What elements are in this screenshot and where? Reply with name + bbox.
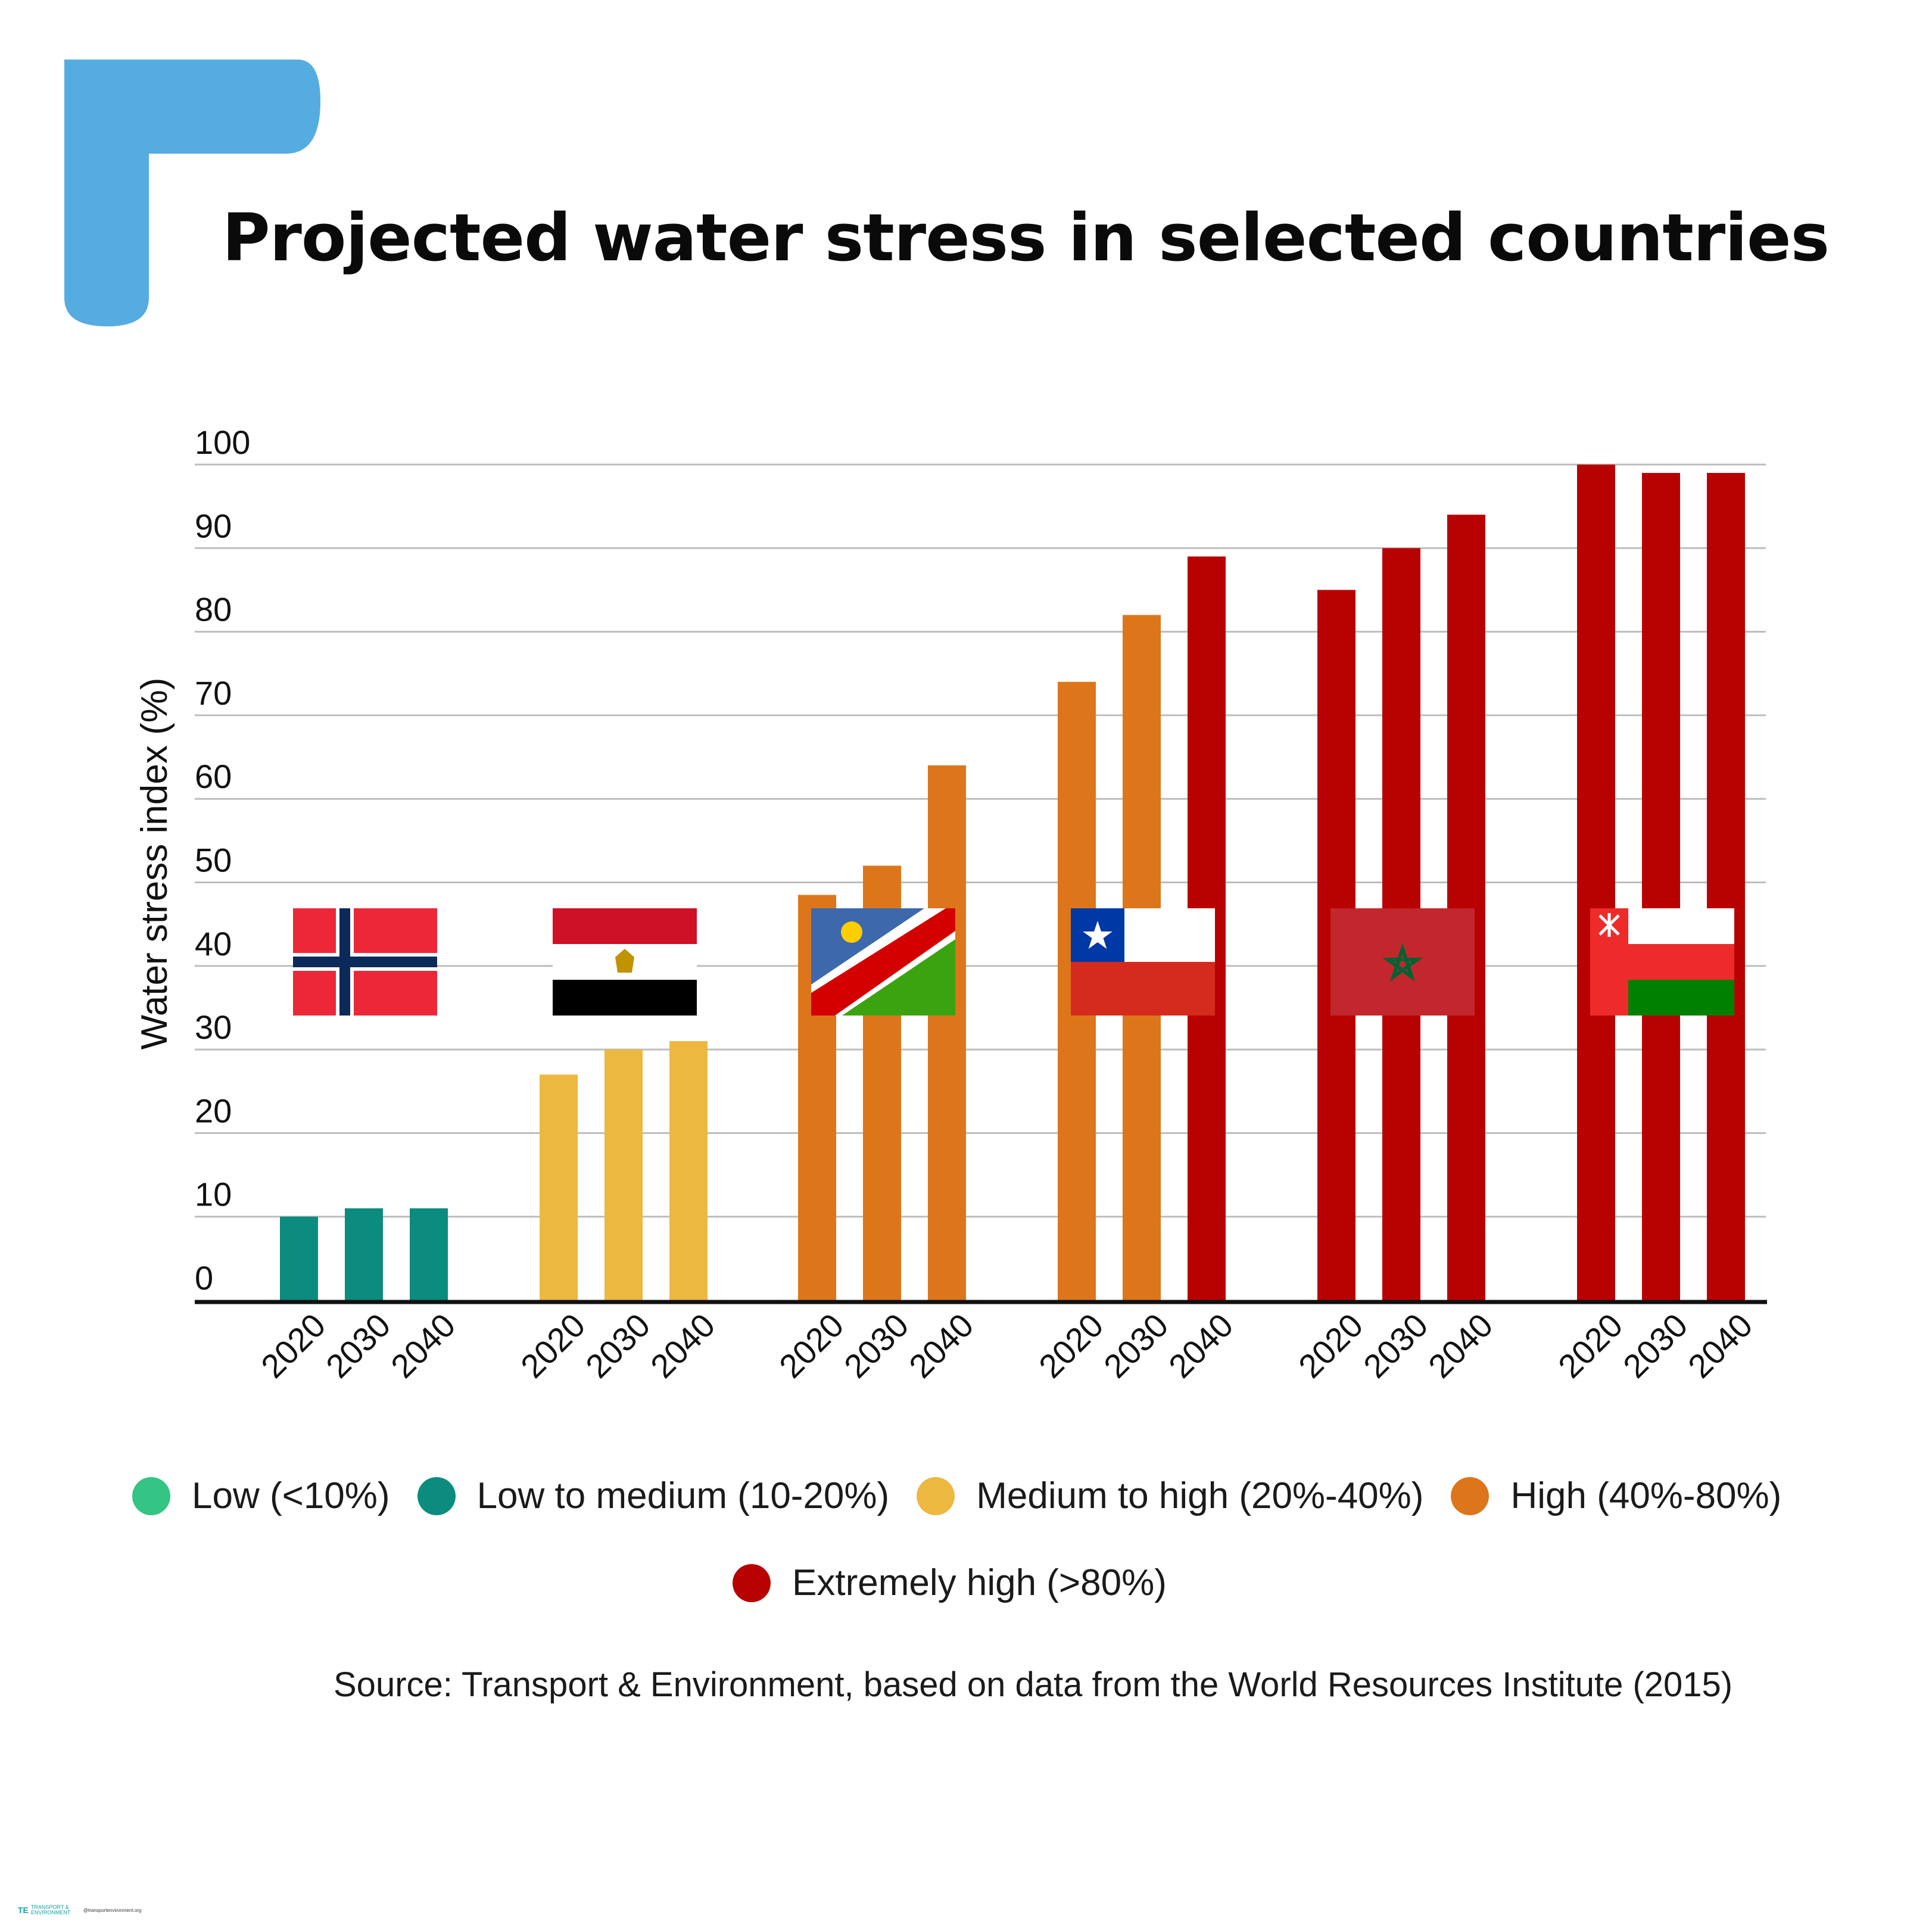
y-tick-label: 20 [195,1092,232,1129]
y-tick-label: 30 [195,1008,232,1046]
brand-name: TRANSPORT & ENVIRONMENT [30,1904,71,1915]
y-tick-label: 50 [195,842,232,879]
legend-dot-low [132,1477,170,1515]
legend-item-medium-to-high: Medium to high (20%-40%) [917,1475,1423,1517]
x-tick-label: 2030 [578,1306,657,1385]
legend-item-low: Low (<10%) [132,1475,390,1517]
norway-flag-icon [293,908,437,1016]
y-tick-label: 100 [195,423,250,461]
footer-brand: TE TRANSPORT & ENVIRONMENT @transportenv… [18,1905,141,1915]
legend-item-high: High (40%-80%) [1451,1475,1781,1517]
bar [1707,473,1745,1300]
bars [280,465,1745,1301]
x-tick-label: 2020 [1551,1306,1630,1385]
x-tick-label: 2040 [384,1306,463,1385]
x-tick-label: 2040 [1681,1306,1760,1385]
flag-blue-triangle [811,908,924,985]
y-tick-label: 60 [195,758,232,795]
brand-corner-icon [64,60,320,326]
brand-logo: TE [18,1905,29,1915]
legend-label: Extremely high (>80%) [792,1562,1167,1603]
x-tick-label: 2030 [1616,1306,1695,1385]
legend-label: High (40%-80%) [1510,1475,1782,1516]
oman-flag-icon [1590,908,1734,1016]
bar [604,1049,643,1300]
pentagram-icon [1382,943,1423,982]
sun-icon [841,921,862,943]
x-tick-label: 2020 [254,1306,333,1385]
x-tick-label: 2020 [772,1306,851,1385]
x-tick-label: 2030 [1096,1306,1176,1385]
gridlines [195,463,1766,1218]
legend-item-extremely-high: Extremely high (>80%) [733,1562,1167,1604]
emblem-icon [1598,913,1620,937]
morocco-flag-icon [1330,908,1475,1016]
legend-second-row: Extremely high (>80%) [733,1562,1167,1604]
y-axis-ticks: 0 10 20 30 40 50 60 70 80 90 100 [195,423,250,1297]
flag-stripe-green [1628,980,1734,1016]
y-tick-label: 10 [195,1176,232,1213]
bar [410,1208,448,1300]
x-tick-label: 2030 [319,1306,398,1385]
x-tick-label: 2020 [513,1306,593,1385]
egypt-flag-icon [553,908,697,1016]
flag-stripe-red [553,908,697,944]
y-tick-label: 70 [195,674,232,712]
y-tick-label: 0 [195,1259,213,1297]
flag-stripe-white [1628,908,1734,944]
legend-dot-low-to-medium [417,1477,456,1515]
country-flags [293,908,1734,1016]
flag-stripe-black [553,980,697,1016]
y-axis-label: Water stress index (%) [134,678,175,1050]
legend-item-low-to-medium: Low to medium (10-20%) [417,1475,890,1517]
bar [1577,465,1615,1300]
legend-label: Medium to high (20%-40%) [976,1475,1424,1516]
x-tick-label: 2040 [643,1306,722,1385]
chile-flag-icon [1071,908,1215,1016]
y-tick-label: 80 [195,591,232,628]
x-tick-label: 2020 [1032,1306,1111,1385]
y-tick-label: 90 [195,507,232,544]
bar [669,1041,708,1300]
bar [280,1216,318,1300]
namibia-flag-icon [811,908,955,1016]
x-tick-label: 2040 [902,1306,981,1385]
bar [540,1074,578,1300]
legend-dot-medium-to-high [917,1477,955,1515]
flag-red-band [811,908,955,1016]
source-note: Source: Transport & Environment, based o… [334,1665,1733,1704]
legend-dot-high [1451,1477,1489,1515]
legend-dot-extremely-high [733,1563,771,1602]
y-tick-label: 40 [195,925,232,962]
page-title: Projected water stress in selected count… [222,200,1830,276]
bar [928,765,966,1300]
brand-website: @transportenvironment.org [83,1907,142,1913]
bar [1642,473,1680,1300]
x-tick-label: 2040 [1421,1306,1500,1385]
bar [345,1208,383,1300]
bar [1447,515,1485,1301]
flag-cross-blue [293,957,437,967]
star-icon [1083,921,1113,949]
legend: Low (<10%) Low to medium (10-20%) Medium… [132,1475,1781,1517]
flag-green-triangle [842,939,955,1016]
flag-stripe-red [1071,962,1215,1016]
eagle-emblem-icon [615,949,634,973]
flag-field [1330,908,1475,1016]
x-tick-label: 2020 [1291,1306,1370,1385]
legend-label: Low to medium (10-20%) [476,1475,890,1516]
x-tick-label: 2030 [1356,1306,1435,1385]
x-tick-label: 2040 [1161,1306,1241,1385]
x-tick-label: 2030 [837,1306,916,1385]
legend-label: Low (<10%) [192,1475,390,1516]
